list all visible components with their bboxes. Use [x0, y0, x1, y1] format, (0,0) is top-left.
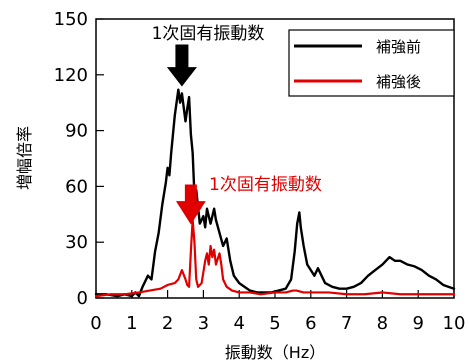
y-tick-label: 90: [65, 121, 88, 142]
y-tick-label: 30: [65, 232, 88, 253]
annotation-label-after: 1次固有振動数: [209, 175, 322, 195]
x-tick-label: 4: [233, 313, 244, 334]
x-tick-label: 1: [126, 313, 137, 334]
x-tick-label: 5: [269, 313, 280, 334]
x-tick-label: 7: [341, 313, 352, 334]
y-tick-label: 0: [77, 288, 88, 309]
x-tick-label: 6: [305, 313, 316, 334]
y-tick-label: 60: [65, 176, 88, 197]
series-layer: [94, 88, 456, 298]
legend-frame: [288, 29, 455, 97]
legend: 補強前 補強後: [288, 29, 455, 97]
x-tick-label: 9: [412, 313, 423, 334]
x-tick-label: 2: [162, 313, 173, 334]
annotation-label-before: 1次固有振動数: [152, 24, 265, 44]
x-tick-label: 3: [198, 313, 209, 334]
x-tick-label: 10: [443, 313, 466, 334]
y-axis-ticks: 0 30 60 90 120 150: [54, 9, 104, 309]
annotations-layer: 1次固有振動数 1次固有振動数: [152, 24, 322, 225]
arrow-before: [166, 44, 197, 87]
y-tick-label: 120: [54, 65, 88, 86]
y-tick-label: 150: [54, 9, 88, 30]
y-axis-title: 増幅倍率: [15, 126, 34, 190]
x-tick-label: 0: [90, 313, 101, 334]
legend-label-after: 補強後: [376, 73, 421, 91]
x-axis-title: 振動数（Hz）: [225, 343, 325, 362]
x-tick-label: 8: [377, 313, 388, 334]
arrow-after: [175, 184, 206, 225]
series-line-before: [94, 88, 456, 298]
series-line-after: [94, 218, 456, 298]
x-axis-ticks: 0 1 2 3 4 5 6 7 8 9 10: [90, 290, 465, 334]
legend-label-before: 補強前: [376, 38, 421, 56]
